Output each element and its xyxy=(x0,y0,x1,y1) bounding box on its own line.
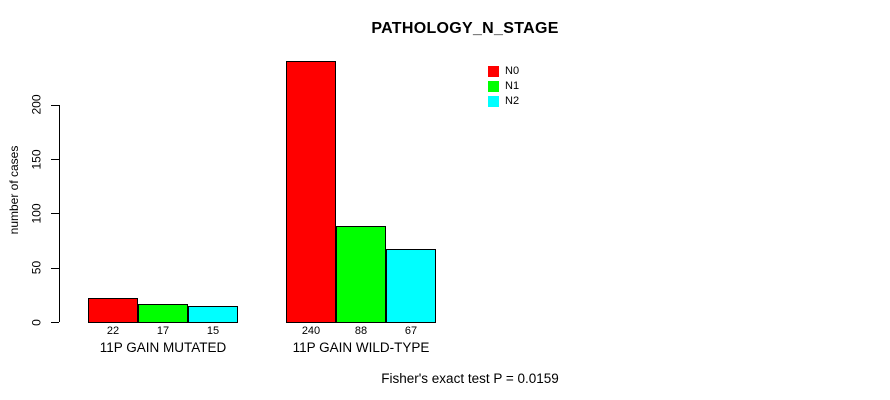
y-tick-mark xyxy=(51,268,59,269)
legend-swatch xyxy=(488,66,499,77)
legend-item: N0 xyxy=(488,64,519,79)
bar-value-label: 67 xyxy=(404,325,418,337)
bar-value-label: 22 xyxy=(106,325,120,337)
y-tick-label: 50 xyxy=(29,260,44,275)
bar xyxy=(386,249,436,323)
legend-swatch xyxy=(488,81,499,92)
bar xyxy=(286,61,336,323)
legend-item: N2 xyxy=(488,94,519,109)
bar-value-label: 240 xyxy=(301,325,321,337)
legend-swatch xyxy=(488,96,499,107)
chart-title: PATHOLOGY_N_STAGE xyxy=(371,20,559,37)
bar xyxy=(138,304,188,323)
y-tick-mark xyxy=(51,105,59,106)
y-tick-mark xyxy=(51,159,59,160)
category-label: 11P GAIN MUTATED xyxy=(99,340,227,355)
bar-value-label: 17 xyxy=(156,325,170,337)
y-tick-mark xyxy=(51,322,59,323)
y-axis-line xyxy=(59,105,60,322)
y-tick-label: 100 xyxy=(29,203,44,224)
y-tick-mark xyxy=(51,213,59,214)
bar xyxy=(188,306,238,323)
legend-item: N1 xyxy=(488,79,519,94)
bar-value-label: 15 xyxy=(206,325,220,337)
y-tick-label: 200 xyxy=(29,94,44,115)
y-tick-label: 0 xyxy=(29,319,44,326)
category-label: 11P GAIN WILD-TYPE xyxy=(292,340,430,355)
bar-value-label: 88 xyxy=(354,325,368,337)
legend-label: N1 xyxy=(505,80,520,92)
bar xyxy=(336,226,386,323)
legend-label: N2 xyxy=(505,95,520,107)
y-tick-label: 150 xyxy=(29,149,44,170)
legend-label: N0 xyxy=(505,65,520,77)
y-axis-label: number of cases xyxy=(7,145,21,235)
annotation-text: Fisher's exact test P = 0.0159 xyxy=(381,371,559,386)
bar xyxy=(88,298,138,323)
legend: N0 N1 N2 xyxy=(488,64,519,109)
